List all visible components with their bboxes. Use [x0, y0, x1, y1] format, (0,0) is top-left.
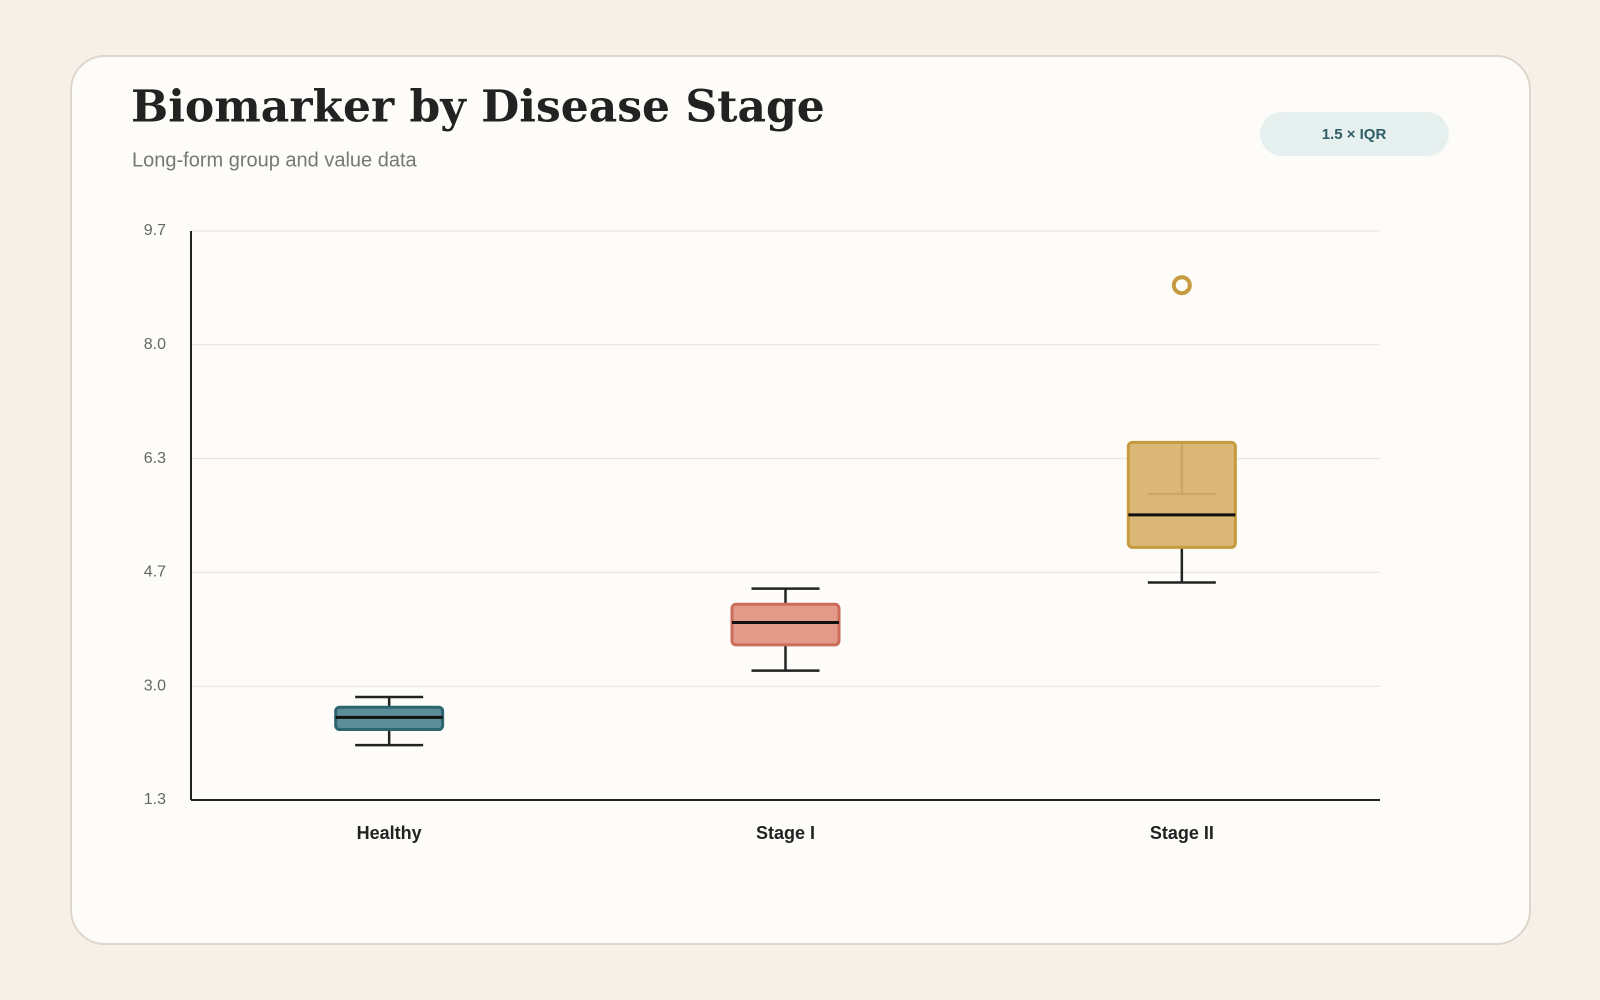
- y-tick-label: 8.0: [144, 336, 166, 353]
- box: [1126, 440, 1237, 549]
- chart-subtitle: Long-form group and value data: [132, 149, 418, 171]
- y-tick-label: 3.0: [144, 677, 166, 694]
- x-tick-label: Stage II: [1150, 823, 1214, 843]
- x-tick-label: Stage I: [756, 823, 815, 843]
- y-tick-label: 4.7: [144, 564, 166, 581]
- y-tick-label: 6.3: [144, 450, 166, 467]
- y-tick-label: 9.7: [144, 222, 166, 239]
- chart-title: Biomarker by Disease Stage: [131, 82, 825, 133]
- x-tick-label: Healthy: [357, 823, 422, 843]
- badge: [1260, 112, 1449, 156]
- outlier: [1171, 275, 1192, 296]
- badge-label: 1.5 × IQR: [1322, 126, 1387, 143]
- card: [70, 55, 1531, 945]
- box: [730, 602, 841, 647]
- y-tick-label: 1.3: [144, 791, 166, 808]
